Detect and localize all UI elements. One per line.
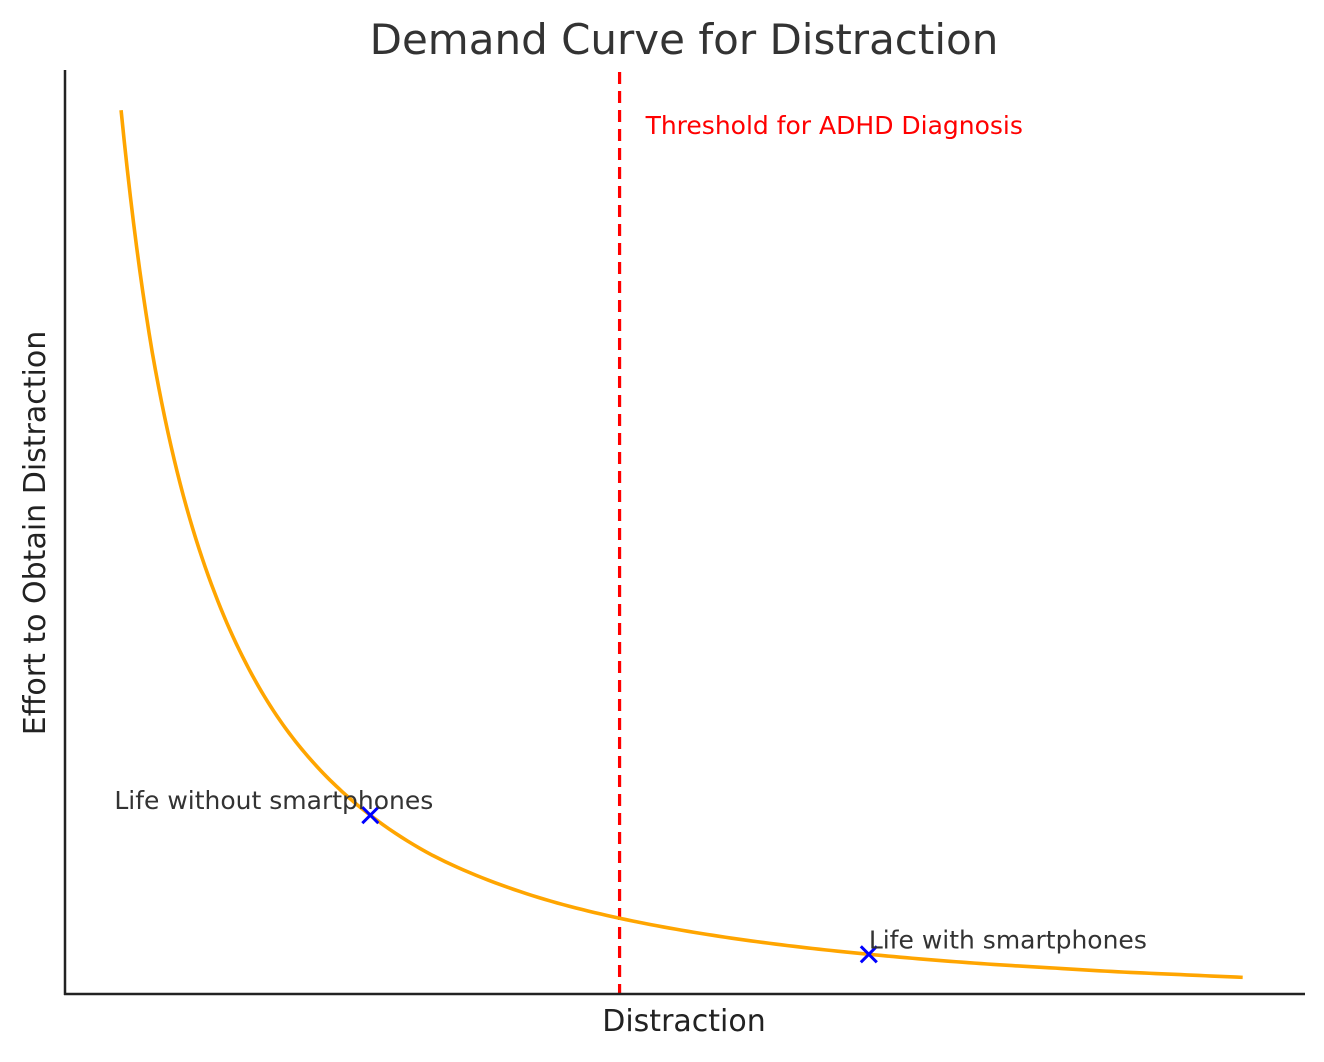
demand-curve-line-0 <box>119 110 1243 980</box>
point-label-0: Life without smartphones <box>114 786 433 815</box>
x-axis-label: Distraction <box>602 1004 766 1039</box>
threshold-label: Threshold for ADHD Diagnosis <box>645 111 1023 140</box>
y-axis-label: Effort to Obtain Distraction <box>18 331 53 735</box>
chart-title: Demand Curve for Distraction <box>370 15 999 64</box>
point-marker-1 <box>859 945 878 964</box>
plot-area: Threshold for ADHD Diagnosis Life without… <box>114 72 1243 994</box>
point-label-1: Life with smartphones <box>869 925 1147 954</box>
point-marker-0 <box>361 806 380 825</box>
